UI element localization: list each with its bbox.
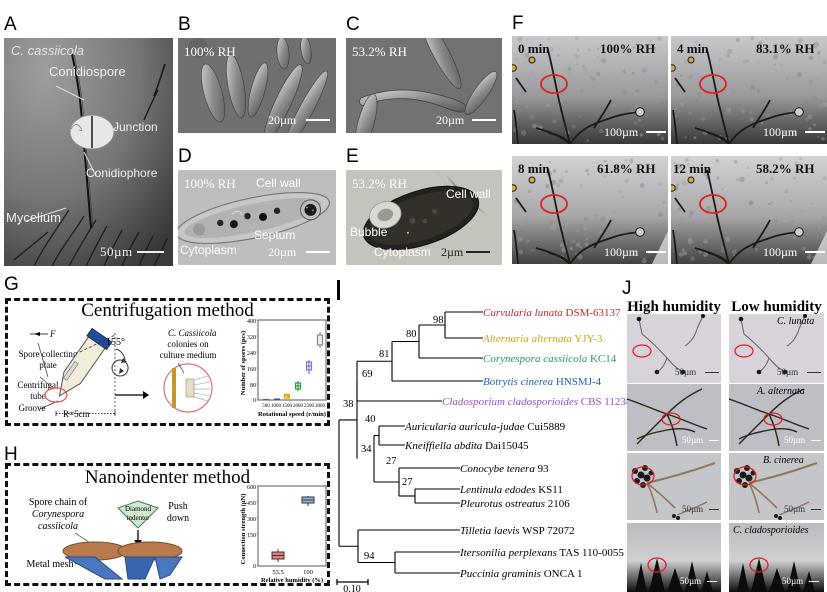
svg-text:Kneiffiella abdita Dai15045: Kneiffiella abdita Dai15045 xyxy=(404,440,529,452)
svg-text:Auricularia auricula-judae Cui: Auricularia auricula-judae Cui5889 xyxy=(404,421,566,433)
svg-text:Itersonilia perplexans TAS 110: Itersonilia perplexans TAS 110-0055 xyxy=(459,547,624,559)
svg-text:0.10: 0.10 xyxy=(343,584,361,592)
svg-text:98: 98 xyxy=(433,315,444,326)
svg-text:Botrytis cinerea HNSMJ-4: Botrytis cinerea HNSMJ-4 xyxy=(483,376,602,388)
svg-text:Cladosporium cladosporioides C: Cladosporium cladosporioides CBS 112388 xyxy=(442,396,637,408)
svg-text:Lentinula edodes KS11: Lentinula edodes KS11 xyxy=(459,484,563,496)
svg-text:Pleurotus ostreatus 2106: Pleurotus ostreatus 2106 xyxy=(459,498,570,510)
svg-text:Puccinia graminis ONCA 1: Puccinia graminis ONCA 1 xyxy=(459,568,583,580)
svg-text:69: 69 xyxy=(362,369,373,380)
svg-text:94: 94 xyxy=(364,551,375,562)
svg-text:27: 27 xyxy=(402,477,413,488)
svg-text:81: 81 xyxy=(379,349,390,360)
svg-text:Curvularia lunata DSM-63137: Curvularia lunata DSM-63137 xyxy=(483,307,621,319)
svg-text:34: 34 xyxy=(361,444,372,455)
svg-text:Conocybe tenera 93: Conocybe tenera 93 xyxy=(460,463,549,475)
svg-text:Corynespora cassiicola KC14: Corynespora cassiicola KC14 xyxy=(483,353,617,365)
svg-text:38: 38 xyxy=(343,399,354,410)
svg-text:27: 27 xyxy=(386,456,397,467)
svg-text:Tilletia laevis WSP 72072: Tilletia laevis WSP 72072 xyxy=(460,525,575,537)
svg-text:80: 80 xyxy=(406,329,417,340)
svg-text:40: 40 xyxy=(365,414,376,425)
svg-text:Alternaria alternata YJY-3: Alternaria alternata YJY-3 xyxy=(482,333,603,345)
